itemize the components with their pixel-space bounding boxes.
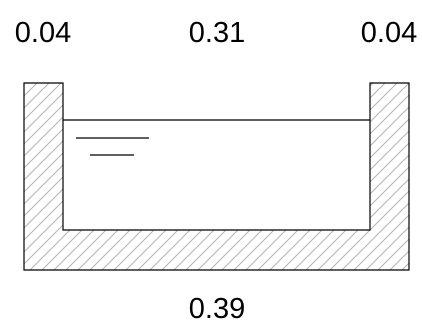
right-wall-thickness-label: 0.04 [361,17,417,49]
inner-width-label: 0.31 [189,17,245,49]
channel-wall [23,82,410,271]
left-wall-thickness-label: 0.04 [15,17,71,49]
outer-width-label: 0.39 [189,293,245,323]
